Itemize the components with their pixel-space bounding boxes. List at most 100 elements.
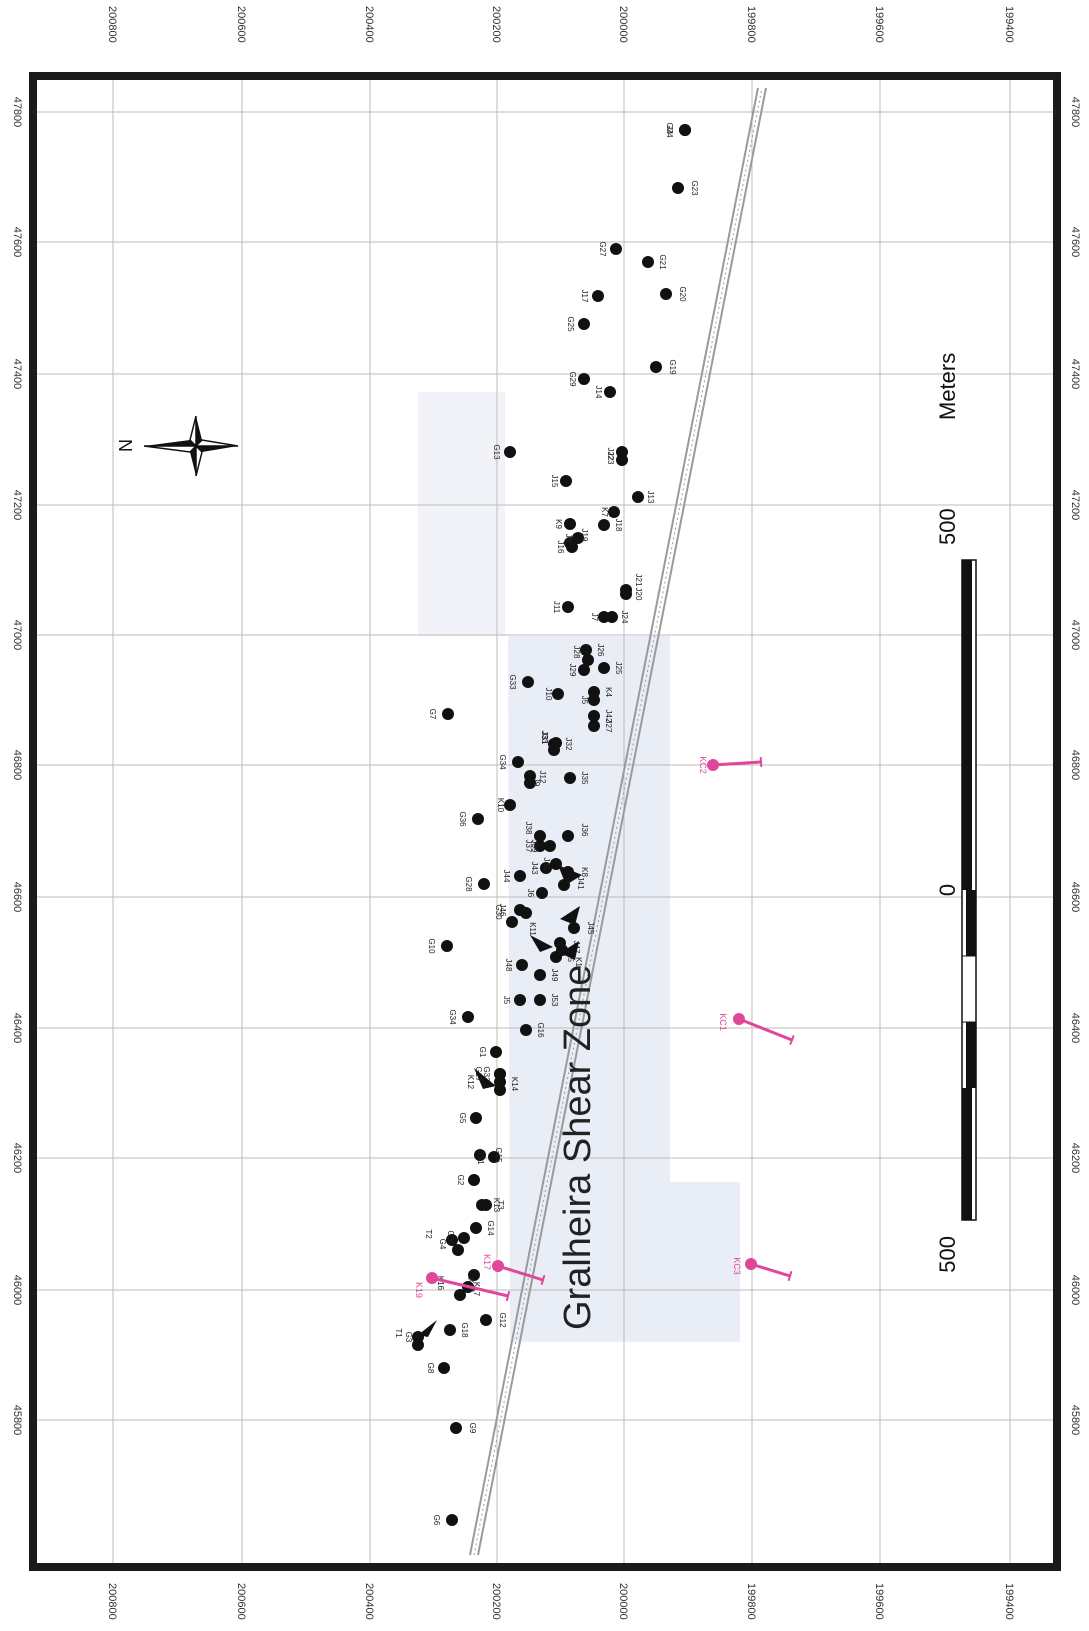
arrow-icon	[560, 941, 579, 960]
borehole-label: G34	[448, 1009, 457, 1025]
borehole-point	[474, 1149, 486, 1161]
borehole-point	[578, 373, 590, 385]
borehole-point	[520, 907, 532, 919]
borehole-point	[592, 290, 604, 302]
borehole-point	[452, 1244, 464, 1256]
pink-borehole-point	[733, 1013, 745, 1025]
borehole-label: J8	[564, 534, 573, 543]
borehole-point	[544, 840, 556, 852]
borehole-label: J31	[540, 732, 549, 745]
arrow-icon	[558, 865, 582, 885]
borehole-point	[588, 710, 600, 722]
borehole-label: G6	[432, 1515, 441, 1526]
borehole-label: J7	[590, 613, 599, 622]
northing-tick-label-right: 200800	[106, 1583, 118, 1620]
borehole-label: G9	[468, 1423, 477, 1434]
pink-borehole-label: K17	[482, 1254, 492, 1270]
borehole-label: J33	[540, 731, 549, 744]
north-label: N	[116, 439, 136, 452]
borehole-label: J15	[550, 475, 559, 488]
borehole-point	[522, 676, 534, 688]
borehole-label: J32	[564, 738, 573, 751]
borehole-point	[608, 506, 620, 518]
easting-tick-label-bottom: 46800	[1069, 750, 1081, 781]
borehole-label: G2	[456, 1175, 465, 1186]
borehole-point	[598, 611, 610, 623]
easting-tick-label-bottom: 47200	[1069, 490, 1081, 521]
borehole-label: G24	[665, 122, 674, 138]
borehole-point	[572, 532, 584, 544]
easting-tick-label-top: 46200	[11, 1143, 23, 1174]
borehole-trace-end	[787, 1270, 793, 1282]
borehole-label: G5	[458, 1113, 467, 1124]
borehole-point	[540, 862, 552, 874]
borehole-point	[514, 994, 526, 1006]
borehole-label: K8	[580, 867, 589, 877]
borehole-label: G3	[404, 1332, 413, 1343]
easting-tick-label-top: 46600	[11, 882, 23, 913]
pink-borehole-label: KC3	[732, 1257, 742, 1275]
borehole-label: J6	[526, 889, 535, 898]
borehole-point	[468, 1269, 480, 1281]
easting-tick-label-top: 47800	[11, 97, 23, 128]
borehole-label: J23	[606, 452, 615, 465]
borehole-point	[441, 940, 453, 952]
borehole-label: J19	[580, 529, 589, 542]
easting-tick-label-top: 47200	[11, 490, 23, 521]
borehole-label: G32	[482, 1066, 491, 1082]
easting-tick-label-top: 45800	[11, 1405, 23, 1436]
borehole-label: J40	[542, 858, 551, 871]
borehole-point	[582, 654, 594, 666]
northing-tick-label-right: 199400	[1003, 1583, 1015, 1620]
borehole-label: J25	[614, 662, 623, 675]
borehole-label: G8	[426, 1363, 435, 1374]
borehole-label: J4	[665, 126, 674, 135]
borehole-label: G18	[460, 1322, 469, 1338]
borehole-label: G28	[464, 876, 473, 892]
northing-tick-label-right: 200000	[617, 1583, 629, 1620]
shear-zone-label: Gralheira Shear Zone	[557, 965, 599, 1330]
borehole-label: G21	[658, 254, 667, 270]
scale-center-value: 0	[935, 884, 960, 896]
arrow-markers	[418, 865, 582, 1337]
borehole-label: J41	[576, 877, 585, 890]
pink-borehole-point	[492, 1260, 504, 1272]
borehole-label: G19	[668, 359, 677, 375]
borehole-point	[512, 756, 524, 768]
borehole-label: J16	[556, 541, 565, 554]
borehole-label: T1	[394, 1328, 403, 1338]
northing-tick-label-right: 199800	[745, 1583, 757, 1620]
borehole-label: K16	[436, 1276, 445, 1291]
easting-tick-label-top: 46800	[11, 750, 23, 781]
borehole-point	[462, 1011, 474, 1023]
borehole-point	[562, 830, 574, 842]
easting-tick-label-top: 47000	[11, 620, 23, 651]
easting-tick-label-bottom: 46000	[1069, 1275, 1081, 1306]
northing-tick-label-left: 199400	[1003, 6, 1015, 43]
borehole-point	[446, 1514, 458, 1526]
borehole-label: K12	[466, 1075, 475, 1090]
borehole-point	[578, 664, 590, 676]
easting-tick-label-bottom: 46600	[1069, 882, 1081, 913]
map-frame	[29, 72, 1061, 1571]
borehole-label: G7	[428, 709, 437, 720]
northing-tick-label-left: 200000	[617, 6, 629, 43]
easting-tick-label-bottom: 47600	[1069, 227, 1081, 258]
arrow-icon	[474, 1068, 496, 1089]
borehole-point	[442, 708, 454, 720]
borehole-point	[506, 916, 518, 928]
borehole-label: K9	[554, 519, 563, 529]
borehole-point	[534, 994, 546, 1006]
northing-tick-label-right: 199600	[873, 1583, 885, 1620]
northing-tick-label-left: 199600	[873, 6, 885, 43]
borehole-label: J14	[594, 386, 603, 399]
borehole-point	[632, 491, 644, 503]
borehole-point	[610, 243, 622, 255]
borehole-label: J46	[498, 904, 507, 917]
borehole-label: J27	[604, 720, 613, 733]
borehole-label: J28	[572, 646, 581, 659]
borehole-label: J11	[552, 601, 561, 614]
borehole-label: G16	[536, 1022, 545, 1038]
